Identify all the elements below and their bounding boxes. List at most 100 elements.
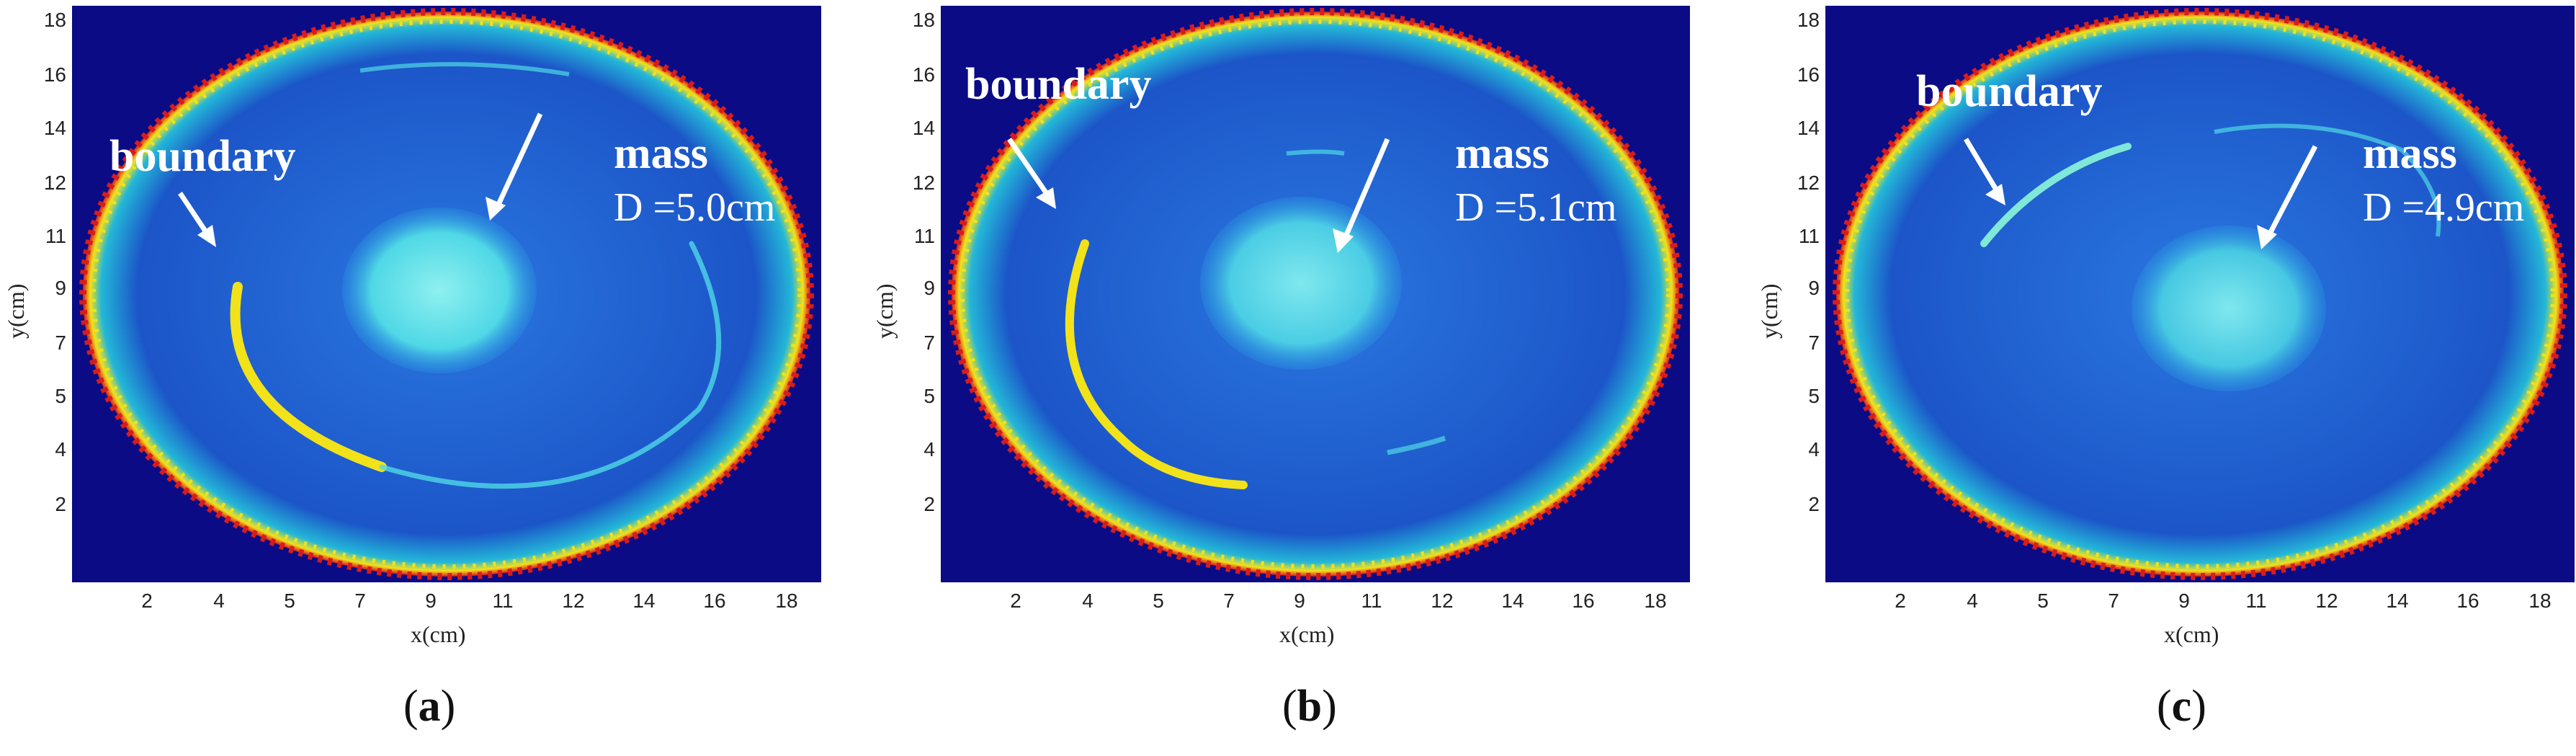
diameter-label: D =5.0cm bbox=[614, 185, 776, 230]
y-axis-label: y(cm) bbox=[1756, 283, 1782, 339]
xtick: 2 bbox=[1010, 590, 1021, 612]
ytick: 11 bbox=[45, 225, 66, 247]
ytick: 2 bbox=[923, 493, 935, 515]
boundary-arc-faint bbox=[379, 241, 722, 489]
ytick: 11 bbox=[913, 225, 935, 247]
xtick: 4 bbox=[1082, 590, 1094, 612]
xtick: 16 bbox=[703, 590, 726, 612]
mass-label: mass bbox=[2363, 129, 2457, 178]
mass-arrow bbox=[494, 112, 543, 209]
ytick: 14 bbox=[912, 117, 935, 139]
xtick: 2 bbox=[1895, 590, 1906, 612]
x-axis-label: x(cm) bbox=[2164, 621, 2219, 647]
mass-arrow bbox=[2266, 145, 2318, 238]
xtick: 7 bbox=[2108, 590, 2119, 612]
boundary-arc bbox=[1980, 143, 2132, 247]
ytick: 4 bbox=[55, 438, 66, 461]
xtick: 4 bbox=[213, 590, 225, 612]
ytick: 5 bbox=[1808, 385, 1820, 407]
x-axis-label: x(cm) bbox=[411, 621, 466, 647]
ytick: 14 bbox=[1797, 117, 1820, 139]
image-plot-a bbox=[72, 6, 821, 582]
panel-label: (b) bbox=[1282, 682, 1337, 731]
xtick: 9 bbox=[1294, 590, 1305, 612]
ytick: 18 bbox=[1797, 9, 1820, 31]
ytick: 9 bbox=[55, 277, 66, 299]
xtick: 16 bbox=[1572, 590, 1595, 612]
mass-region bbox=[1200, 197, 1402, 370]
transducer-ring bbox=[79, 8, 814, 580]
boundary-arrow bbox=[1963, 138, 2001, 195]
ytick: 4 bbox=[1808, 438, 1820, 461]
panel-c: boundary mass D =4.9cm 18 16 14 12 11 9 … bbox=[1726, 0, 2576, 756]
boundary-label: boundary bbox=[109, 132, 296, 181]
mass-label: mass bbox=[614, 129, 708, 178]
x-axis-label: x(cm) bbox=[1279, 621, 1335, 647]
y-axis-label: y(cm) bbox=[872, 283, 898, 339]
image-plot-b bbox=[941, 6, 1690, 582]
ytick: 12 bbox=[1797, 172, 1820, 194]
inner-ring bbox=[91, 19, 802, 569]
panel-b: boundary mass D =5.1cm 18 16 14 12 11 9 … bbox=[864, 0, 1722, 756]
xtick: 5 bbox=[2037, 590, 2049, 612]
image-plot-c bbox=[1825, 6, 2575, 582]
y-axis-label: y(cm) bbox=[3, 283, 29, 339]
xtick: 5 bbox=[284, 590, 295, 612]
xtick: 18 bbox=[775, 590, 798, 612]
xtick: 4 bbox=[1967, 590, 1978, 612]
ytick: 9 bbox=[1808, 277, 1820, 299]
ytick: 18 bbox=[912, 9, 935, 31]
xtick: 7 bbox=[1223, 590, 1235, 612]
boundary-label: boundary bbox=[965, 60, 1152, 109]
ultrasound-image-c bbox=[1833, 8, 2567, 580]
xtick: 18 bbox=[1644, 590, 1667, 612]
xtick: 14 bbox=[1501, 590, 1524, 612]
boundary-label: boundary bbox=[1916, 67, 2103, 116]
panel-label: (a) bbox=[403, 682, 456, 731]
xtick: 11 bbox=[1361, 590, 1382, 612]
xtick: 5 bbox=[1153, 590, 1164, 612]
xtick: 9 bbox=[425, 590, 437, 612]
ytick: 7 bbox=[923, 332, 935, 354]
ytick: 12 bbox=[43, 172, 66, 194]
xtick: 14 bbox=[632, 590, 656, 612]
boundary-arrow bbox=[1007, 138, 1051, 198]
xtick: 14 bbox=[2386, 590, 2409, 612]
ultrasound-image-b bbox=[948, 8, 1683, 580]
xtick: 11 bbox=[2245, 590, 2267, 612]
ultrasound-image-a bbox=[79, 8, 814, 580]
ytick: 4 bbox=[923, 438, 935, 461]
xtick: 16 bbox=[2456, 590, 2479, 612]
ytick: 5 bbox=[923, 385, 935, 407]
ytick: 7 bbox=[55, 332, 66, 354]
mass-label: mass bbox=[1455, 129, 1549, 178]
ytick: 9 bbox=[923, 277, 935, 299]
ytick: 5 bbox=[55, 385, 66, 407]
diameter-label: D =5.1cm bbox=[1455, 185, 1617, 230]
ytick: 14 bbox=[43, 117, 66, 139]
xtick: 12 bbox=[2315, 590, 2338, 612]
boundary-arc bbox=[1065, 239, 1248, 489]
xtick: 12 bbox=[1431, 590, 1454, 612]
boundary-arc bbox=[230, 282, 387, 472]
ytick: 16 bbox=[43, 63, 66, 86]
ytick: 2 bbox=[55, 493, 66, 515]
xtick: 7 bbox=[354, 590, 366, 612]
panel-label: (c) bbox=[2157, 682, 2206, 731]
xtick: 2 bbox=[141, 590, 153, 612]
panel-a: boundary mass D =5.0cm 18 16 14 12 11 9 … bbox=[0, 0, 857, 756]
xtick: 12 bbox=[562, 590, 585, 612]
diameter-label: D =4.9cm bbox=[2363, 185, 2525, 230]
ytick: 7 bbox=[1808, 332, 1820, 354]
xtick: 9 bbox=[2178, 590, 2190, 612]
ytick: 12 bbox=[912, 172, 935, 194]
mass-region bbox=[342, 208, 537, 373]
xtick: 11 bbox=[492, 590, 514, 612]
boundary-arrow bbox=[178, 192, 211, 238]
xtick: 18 bbox=[2528, 590, 2552, 612]
ytick: 18 bbox=[43, 9, 66, 31]
ytick: 16 bbox=[1797, 63, 1820, 86]
ytick: 11 bbox=[1798, 225, 1820, 247]
mass-arrow bbox=[1341, 138, 1390, 241]
ytick: 16 bbox=[912, 63, 935, 86]
